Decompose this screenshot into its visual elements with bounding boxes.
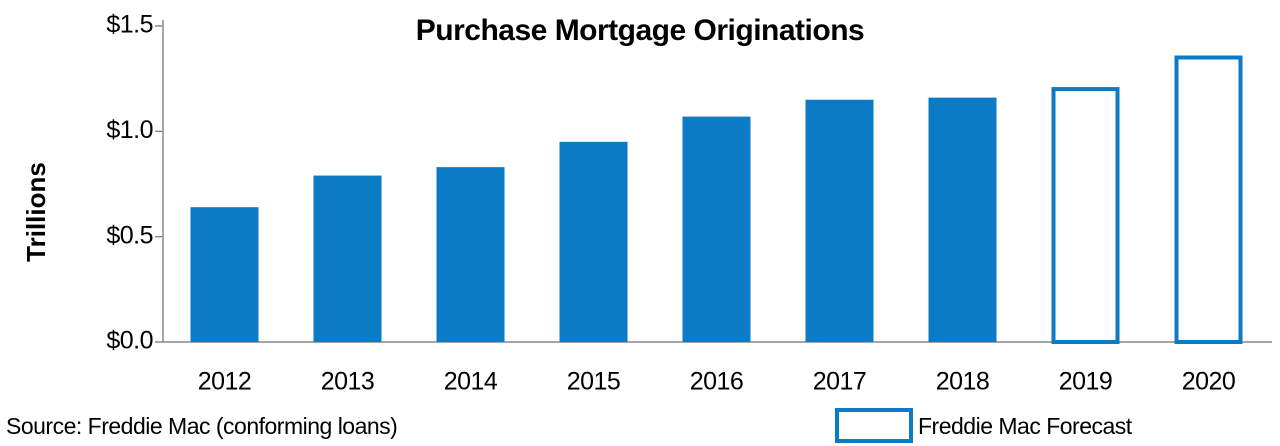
y-axis-label: Trillions [21, 162, 51, 262]
x-tick-label: 2014 [444, 368, 498, 396]
y-tick-label: $0.5 [106, 221, 153, 249]
bar [559, 141, 628, 342]
bar [928, 97, 997, 342]
bar [805, 99, 874, 342]
x-tick-label: 2013 [321, 368, 375, 396]
y-tick-label: $0.0 [106, 327, 153, 355]
legend-swatch [835, 408, 913, 443]
x-tick-label: 2016 [690, 368, 744, 396]
chart-title: Purchase Mortgage Originations [416, 14, 864, 47]
y-tick-label: $1.0 [106, 116, 153, 144]
y-tick-label: $1.5 [106, 11, 153, 39]
bar [190, 207, 259, 342]
bar [436, 167, 505, 342]
forecast-bar [1051, 87, 1120, 344]
x-tick-label: 2017 [813, 368, 867, 396]
x-tick-label: 2019 [1059, 368, 1113, 396]
x-tick-label: 2015 [567, 368, 621, 396]
source-note: Source: Freddie Mac (conforming loans) [6, 413, 397, 439]
bar [682, 116, 751, 342]
bar [313, 175, 382, 342]
x-tick-label: 2020 [1182, 368, 1236, 396]
forecast-bar [1174, 55, 1243, 344]
x-tick-label: 2018 [936, 368, 990, 396]
x-tick-label: 2012 [198, 368, 252, 396]
legend-label: Freddie Mac Forecast [918, 413, 1133, 439]
